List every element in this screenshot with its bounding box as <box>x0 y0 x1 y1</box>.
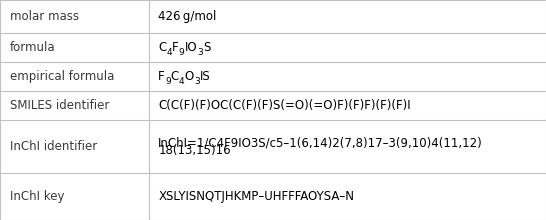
Text: formula: formula <box>10 41 56 54</box>
Text: O: O <box>185 70 194 83</box>
Text: C: C <box>171 70 179 83</box>
Text: InChI identifier: InChI identifier <box>10 140 97 153</box>
Text: 9: 9 <box>179 48 185 57</box>
Text: InChI=1/C4F9IO3S/c5–1(6,14)2(7,8)17–3(9,10)4(11,12): InChI=1/C4F9IO3S/c5–1(6,14)2(7,8)17–3(9,… <box>158 136 483 149</box>
Text: molar mass: molar mass <box>10 10 79 23</box>
Text: SMILES identifier: SMILES identifier <box>10 99 109 112</box>
Text: IO: IO <box>185 41 197 54</box>
Text: C(C(F)(F)OC(C(F)(F)S(=O)(=O)F)(F)F)(F)(F)I: C(C(F)(F)OC(C(F)(F)S(=O)(=O)F)(F)F)(F)(F… <box>158 99 411 112</box>
Text: S: S <box>203 41 210 54</box>
Text: InChI key: InChI key <box>10 190 64 203</box>
Text: 4: 4 <box>179 77 185 86</box>
Text: F: F <box>158 70 165 83</box>
Text: IS: IS <box>200 70 210 83</box>
Text: C: C <box>158 41 167 54</box>
Text: 4: 4 <box>167 48 172 57</box>
Text: 3: 3 <box>194 77 200 86</box>
Text: 9: 9 <box>165 77 171 86</box>
Text: XSLYISNQTJHKMP–UHFFFAOYSA–N: XSLYISNQTJHKMP–UHFFFAOYSA–N <box>158 190 354 203</box>
Text: 18(13,15)16: 18(13,15)16 <box>158 144 231 157</box>
Text: 3: 3 <box>197 48 203 57</box>
Text: empirical formula: empirical formula <box>10 70 114 83</box>
Text: 426 g/mol: 426 g/mol <box>158 10 217 23</box>
Text: F: F <box>172 41 179 54</box>
